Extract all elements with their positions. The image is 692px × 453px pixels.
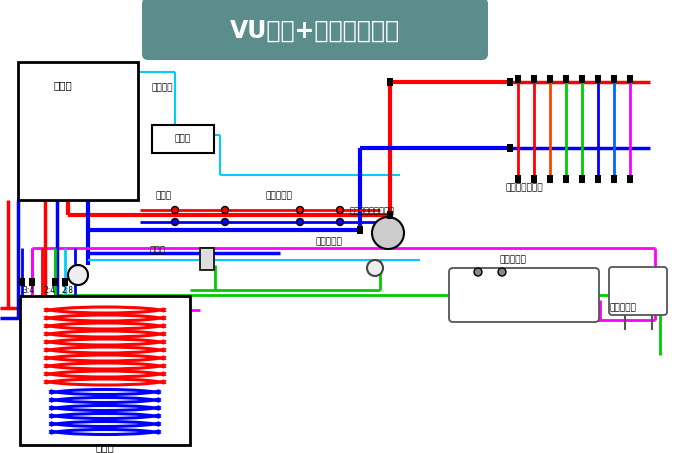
Bar (547, 75, 553, 83)
Circle shape (221, 218, 228, 226)
Bar (611, 175, 617, 183)
FancyBboxPatch shape (609, 267, 667, 315)
Bar (531, 175, 537, 183)
Circle shape (474, 268, 482, 276)
Text: 除污器: 除污器 (150, 246, 166, 255)
Text: 储水罐: 储水罐 (95, 442, 114, 452)
Circle shape (172, 207, 179, 213)
Bar (611, 75, 617, 83)
Bar (563, 75, 569, 83)
Bar (29, 278, 35, 286)
Bar (200, 248, 214, 270)
Bar (547, 175, 553, 183)
Bar (579, 75, 585, 83)
Text: 热水循环泵: 热水循环泵 (315, 237, 342, 246)
Text: 自来水冷水: 自来水冷水 (610, 303, 637, 312)
Text: 系统炉: 系统炉 (53, 80, 73, 90)
Circle shape (296, 218, 304, 226)
Text: 室外温感: 室外温感 (152, 83, 174, 92)
Bar (531, 75, 537, 83)
FancyBboxPatch shape (142, 0, 488, 60)
Circle shape (336, 218, 343, 226)
Bar (579, 175, 585, 183)
Circle shape (296, 207, 304, 213)
Bar (52, 278, 58, 286)
Text: 主射器: 主射器 (155, 191, 171, 200)
Text: 控制器: 控制器 (175, 134, 191, 143)
Bar (152, 125, 214, 153)
Circle shape (172, 218, 179, 226)
Text: 3:4: 3:4 (22, 286, 34, 295)
Circle shape (68, 265, 88, 285)
Bar (387, 78, 393, 86)
Bar (20, 296, 190, 445)
Bar (18, 62, 138, 200)
Text: 采暖循环泵: 采暖循环泵 (265, 191, 292, 200)
Circle shape (221, 207, 228, 213)
Circle shape (336, 207, 343, 213)
Text: VU锅炉+储水箱系统图: VU锅炉+储水箱系统图 (230, 19, 400, 43)
Bar (62, 278, 68, 286)
Bar (357, 226, 363, 234)
Bar (595, 175, 601, 183)
Circle shape (372, 217, 404, 249)
Bar (563, 175, 569, 183)
Circle shape (367, 260, 383, 276)
Bar (507, 78, 513, 86)
Bar (387, 211, 393, 219)
Circle shape (498, 268, 506, 276)
FancyBboxPatch shape (449, 268, 599, 322)
Text: 热水用水点: 热水用水点 (500, 255, 527, 264)
Bar (515, 75, 521, 83)
Text: 膨胀罐、循环充电配: 膨胀罐、循环充电配 (350, 206, 395, 215)
Text: 地暖台／集水器: 地暖台／集水器 (505, 183, 543, 192)
Bar (507, 144, 513, 152)
Text: 2:8: 2:8 (62, 286, 74, 295)
Bar (595, 75, 601, 83)
Text: 2:4: 2:4 (44, 286, 56, 295)
Bar (627, 75, 633, 83)
Bar (515, 175, 521, 183)
Bar (19, 278, 25, 286)
Bar (627, 175, 633, 183)
